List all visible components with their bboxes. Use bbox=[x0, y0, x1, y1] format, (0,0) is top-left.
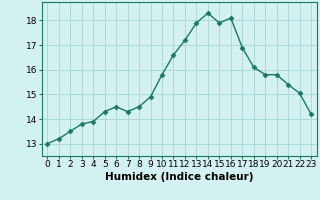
X-axis label: Humidex (Indice chaleur): Humidex (Indice chaleur) bbox=[105, 172, 253, 182]
